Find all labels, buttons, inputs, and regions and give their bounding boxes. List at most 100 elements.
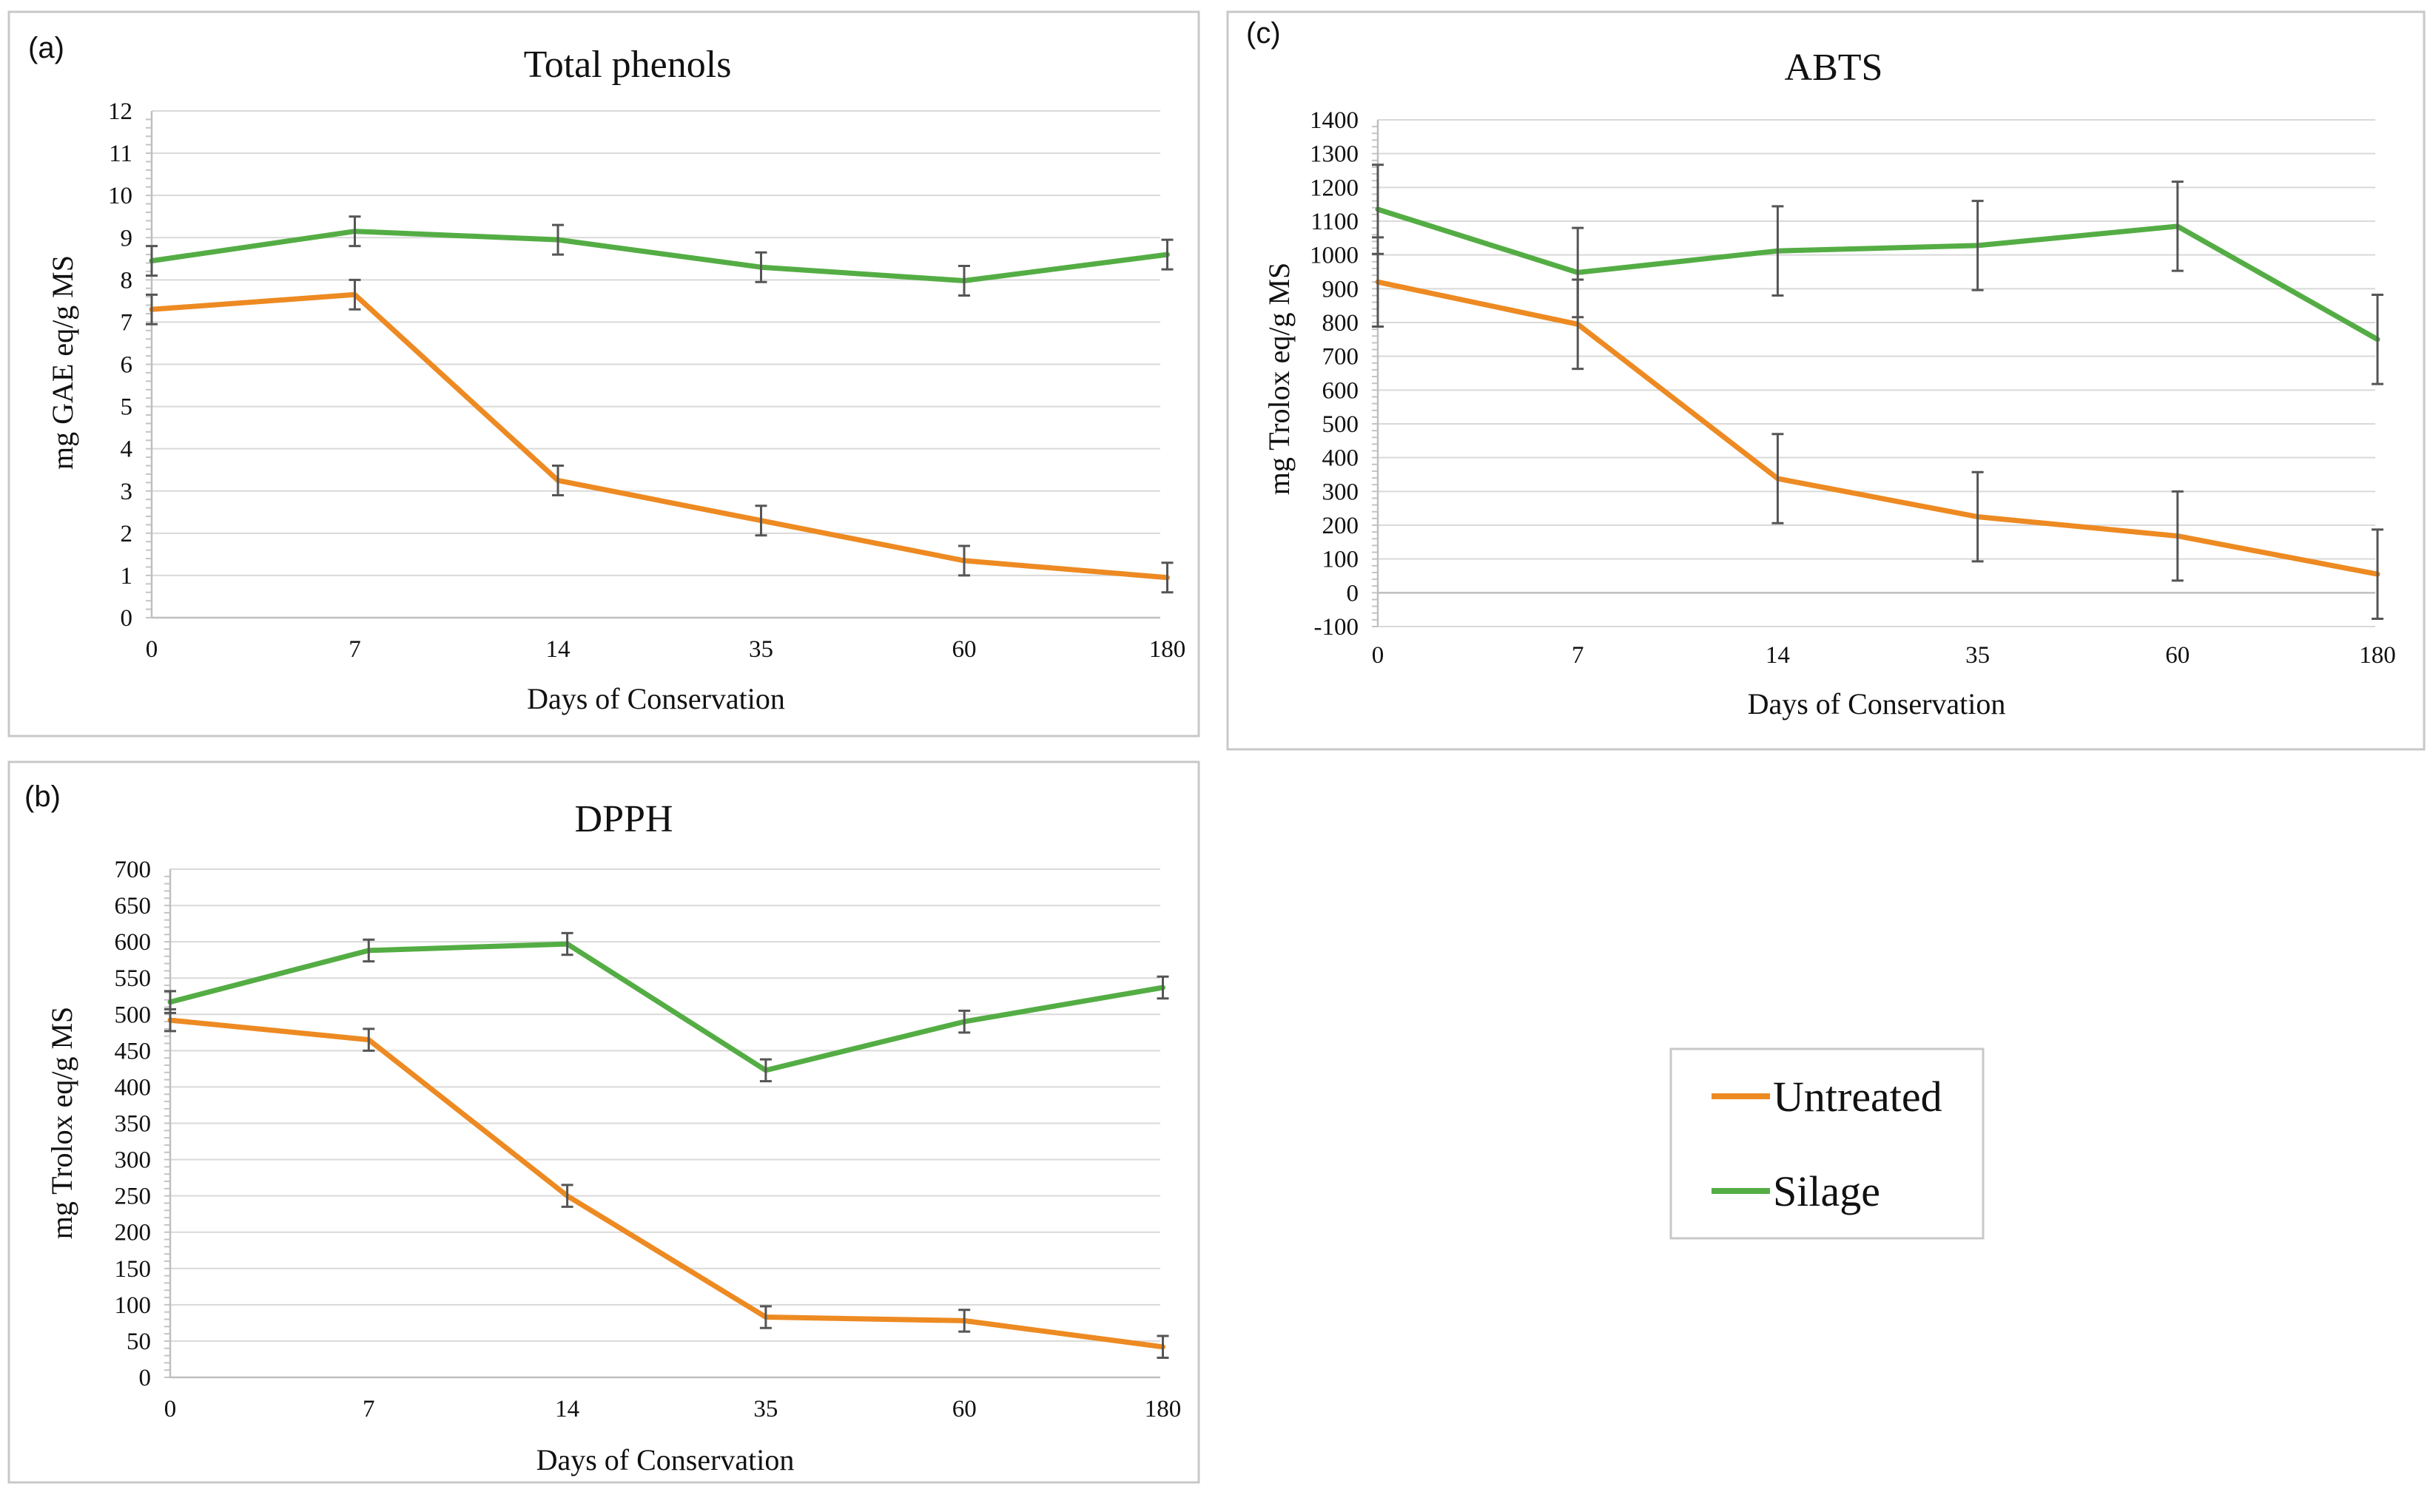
chart-title: DPPH [575,798,673,840]
y-tick-label: 11 [109,141,132,167]
x-tick-label: 35 [753,1396,778,1422]
error-bar-silage [363,938,375,963]
y-tick-label: -100 [1314,614,1359,641]
panel-c-frame [1226,10,2426,751]
x-tick-label: 35 [749,636,773,663]
error-bar-silage [1161,238,1174,271]
panel-a-frame [7,10,1200,738]
y-tick-label: 100 [115,1292,152,1319]
y-tick-label: 500 [1322,411,1359,438]
y-tick-label: 0 [139,1365,152,1391]
y-tick-label: 700 [115,857,152,883]
chart-title: ABTS [1785,47,1883,89]
error-bar-untreated [561,1184,573,1208]
y-tick-label: 9 [121,225,133,252]
y-tick-label: 0 [121,605,133,632]
y-tick-label: 650 [115,893,152,919]
x-tick-label: 14 [1766,642,1790,669]
x-tick-label: 60 [952,636,977,663]
error-bar-untreated [1161,561,1174,594]
x-tick-label: 60 [952,1396,977,1422]
y-tick-label: 300 [115,1147,152,1174]
error-bar-silage [1372,163,1384,255]
x-tick-label: 0 [164,1396,177,1422]
y-tick-label: 1 [121,563,133,590]
x-tick-label: 14 [555,1396,579,1422]
y-tick-label: 200 [115,1220,152,1246]
x-tick-label: 35 [1965,642,1990,669]
error-bar-silage [561,931,573,956]
error-bar-untreated [759,1305,772,1329]
legend: Untreated Silage [1669,1047,1985,1240]
y-tick-label: 1300 [1310,141,1359,168]
y-tick-label: 900 [1322,276,1359,303]
x-tick-label: 180 [2359,642,2396,669]
y-tick-label: 6 [121,352,133,379]
error-bar-untreated [1771,433,1784,524]
legend-label-silage: Silage [1773,1167,1880,1215]
y-tick-label: 7 [121,309,133,336]
y-tick-label: 700 [1322,344,1359,371]
series-line-untreated [149,291,1170,581]
error-bar-silage [164,990,176,1014]
y-tick-label: 300 [1322,479,1359,505]
y-tick-label: 550 [115,965,152,992]
x-tick-label: 14 [546,636,571,663]
error-bar-silage [958,1009,971,1034]
y-tick-label: 10 [108,183,132,209]
y-tick-label: 400 [115,1074,152,1101]
error-bar-silage [552,223,564,256]
panel-b: (b)DPPH050100150200250300350400450500550… [7,760,1200,1484]
y-tick-label: 350 [115,1111,152,1138]
legend-box [1669,1047,1985,1240]
series-line-untreated [167,1017,1165,1350]
y-tick-label: 400 [1322,445,1359,472]
panel-letter: (c) [1246,17,1281,50]
y-tick-label: 600 [115,929,152,956]
panel-b-frame [7,760,1200,1484]
y-tick-label: 500 [115,1002,152,1028]
y-tick-label: 200 [1322,513,1359,539]
error-bar-untreated [1971,470,1984,563]
error-bar-untreated [552,465,564,496]
y-tick-label: 150 [115,1256,152,1283]
y-tick-label: 4 [121,436,133,463]
error-bar-untreated [1157,1334,1169,1359]
y-tick-label: 5 [121,394,133,421]
y-tick-label: 1400 [1310,107,1359,134]
panel-letter: (a) [28,32,64,64]
y-tick-label: 1000 [1310,243,1359,269]
y-tick-label: 3 [121,479,133,505]
error-bar-untreated [958,544,970,577]
series-line-silage [149,229,1170,283]
x-axis-title: Days of Conservation [527,682,785,715]
error-bar-silage [1971,200,1984,291]
y-tick-label: 12 [108,98,132,125]
y-tick-label: 600 [1322,377,1359,404]
error-bar-untreated [958,1309,971,1333]
chart-title: Total phenols [524,44,732,86]
legend-label-untreated: Untreated [1773,1073,1942,1121]
y-tick-label: 50 [127,1329,151,1355]
error-bar-silage [759,1058,772,1083]
x-tick-label: 0 [146,636,158,663]
series-line-silage [1375,206,2380,342]
series-line-untreated [1375,279,2380,577]
y-tick-label: 450 [115,1038,152,1064]
panel-letter: (b) [24,780,61,813]
error-bar-silage [1771,205,1784,297]
x-tick-label: 180 [1145,1396,1182,1422]
y-tick-label: 0 [1347,580,1359,607]
y-tick-label: 1200 [1310,175,1359,201]
panel-c: (c)ABTS-10001002003004005006007008009001… [1226,10,2426,751]
error-bar-untreated [363,1027,375,1052]
error-bar-silage [349,215,361,248]
error-bar-untreated [349,278,361,311]
error-bar-silage [2171,180,2184,272]
y-tick-label: 2 [121,521,133,547]
error-bar-silage [755,251,767,283]
error-bar-silage [2372,294,2383,385]
y-tick-label: 800 [1322,310,1359,337]
y-tick-label: 8 [121,267,133,294]
